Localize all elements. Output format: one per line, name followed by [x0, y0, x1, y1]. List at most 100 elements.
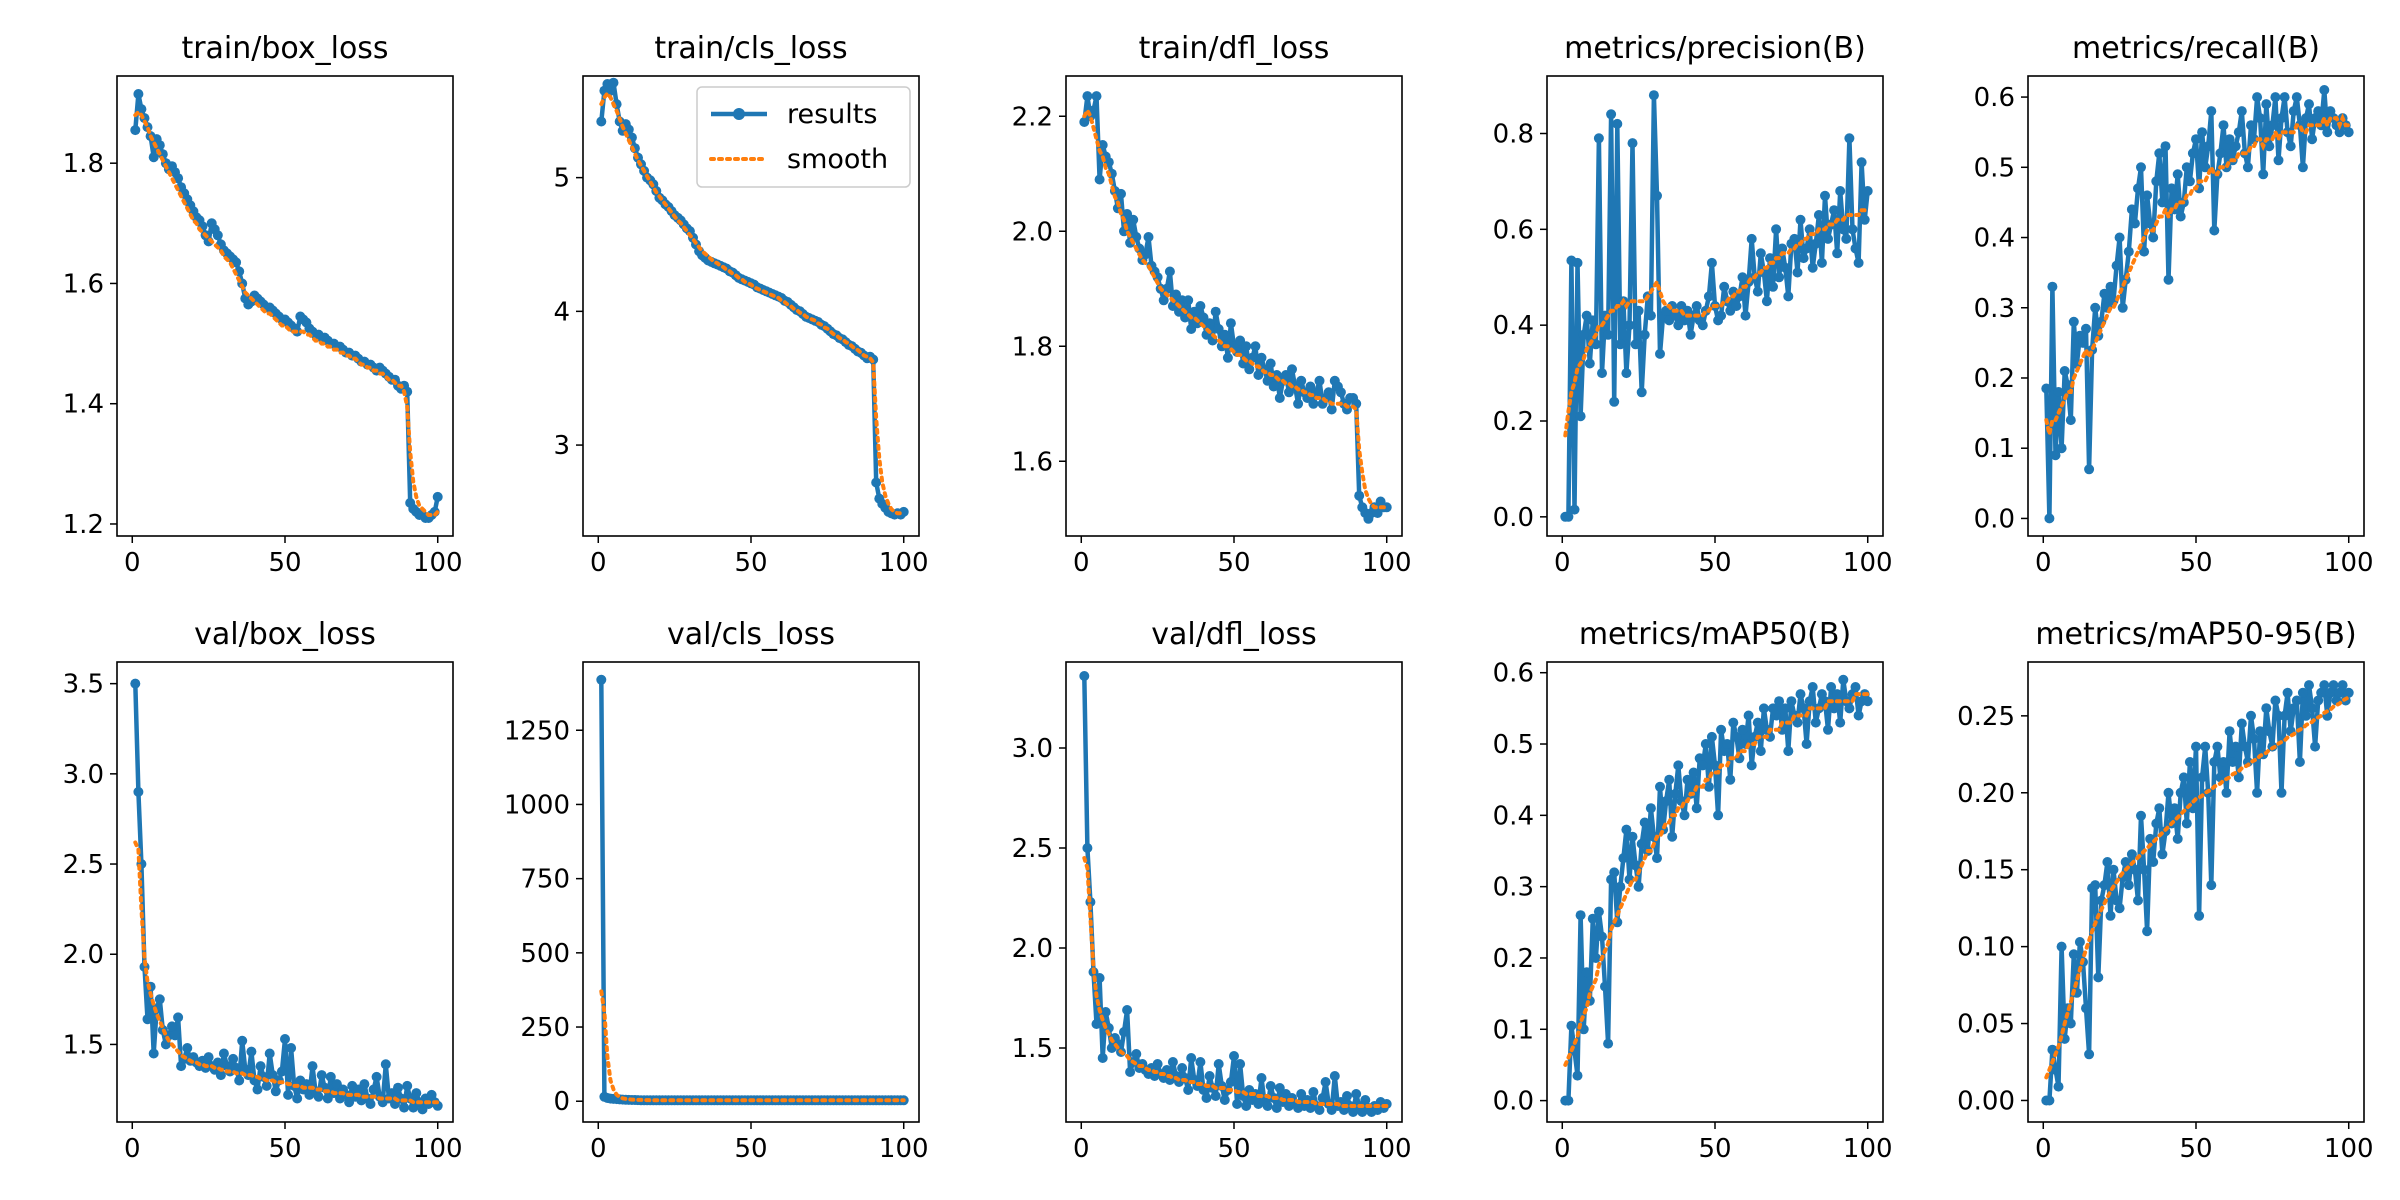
x-tick-label: 100: [2324, 1134, 2374, 1164]
results-point: [1308, 1087, 1319, 1097]
results-point: [1862, 186, 1873, 196]
results-point: [2123, 246, 2134, 257]
results-point: [1603, 329, 1614, 340]
results-point: [368, 1084, 379, 1095]
results-point: [1250, 341, 1261, 352]
results-point: [1219, 1095, 1230, 1105]
results-point: [2157, 849, 2168, 860]
results-point: [2129, 864, 2140, 875]
results-point: [393, 1082, 403, 1093]
y-tick-label: 2.0: [63, 940, 104, 970]
results-point: [1804, 696, 1815, 707]
y-tick-label: 0.4: [1974, 224, 2015, 254]
results-point: [2053, 387, 2064, 397]
x-tick-label: 50: [268, 1134, 301, 1164]
results-point: [2163, 274, 2174, 285]
results-point: [1820, 190, 1830, 201]
subplot-title: train/cls_loss: [654, 31, 847, 66]
x-tick-label: 100: [2324, 548, 2374, 578]
results-point: [270, 1086, 281, 1097]
results-point: [2187, 148, 2198, 159]
results-point: [1755, 248, 1766, 259]
results-point: [313, 1091, 324, 1102]
results-point: [1287, 364, 1297, 375]
results-point: [1195, 1057, 1206, 1067]
results-point: [1323, 387, 1334, 398]
results-point: [325, 1071, 336, 1082]
x-tick-label: 100: [1362, 1134, 1412, 1164]
y-tick-label: 4: [553, 297, 570, 327]
results-point: [2291, 695, 2302, 706]
results-point: [2230, 141, 2241, 152]
subplot-train-dfl-loss: train/dfl_loss 0 50 100 1.6 1.8 2.0 2.2: [1012, 31, 1412, 578]
results-point: [1682, 774, 1693, 785]
results-point: [255, 1061, 266, 1072]
results-point: [1853, 257, 1864, 268]
results-point: [1210, 306, 1221, 317]
results-point: [2218, 120, 2229, 131]
subplot-series: [130, 89, 443, 523]
results-point: [1859, 214, 1870, 225]
results-point: [2133, 895, 2143, 906]
results-point: [1765, 731, 1775, 742]
y-tick-label: 1.8: [1012, 332, 1053, 362]
results-point: [215, 1070, 226, 1081]
results-point: [2230, 741, 2241, 752]
subplot-series: [130, 678, 443, 1115]
results-point: [2310, 741, 2321, 752]
results-point: [359, 1079, 370, 1090]
results-point: [1847, 224, 1858, 235]
subplot-title: train/box_loss: [181, 31, 388, 66]
results-point: [1835, 717, 1846, 728]
results-point: [1621, 824, 1632, 835]
results-point: [1082, 91, 1093, 102]
results-point: [264, 1048, 275, 1059]
results-point: [1853, 710, 1864, 721]
results-point: [1335, 387, 1346, 398]
results-point: [2215, 772, 2226, 783]
results-point: [2157, 197, 2168, 208]
legend-results-marker: [733, 108, 745, 120]
results-point: [1746, 760, 1757, 771]
results-point: [1621, 368, 1632, 379]
x-tick-label: 50: [268, 548, 301, 578]
results-point: [1844, 133, 1855, 144]
results-point: [1256, 352, 1267, 363]
results-point: [1752, 717, 1763, 728]
results-point: [1100, 1007, 1111, 1017]
results-point: [1798, 703, 1809, 714]
results-point: [1786, 696, 1797, 707]
results-point: [1700, 739, 1711, 749]
smooth-series-line: [133, 840, 440, 1105]
results-point: [1609, 396, 1620, 407]
results-point: [1351, 1089, 1362, 1099]
results-point: [1777, 243, 1788, 254]
x-tick-label: 0: [124, 1134, 141, 1164]
results-point: [871, 477, 882, 488]
results-point: [432, 491, 443, 502]
smooth-series-line: [599, 989, 906, 1103]
subplot-title: metrics/recall(B): [2072, 31, 2320, 66]
results-point: [2120, 857, 2131, 867]
subplot-val-dfl-loss: val/dfl_loss 0 50 100 1.5 2.0 2.5 3.0: [1012, 617, 1412, 1164]
results-point: [365, 1099, 376, 1109]
results-point: [2175, 787, 2186, 798]
results-point: [1342, 1091, 1352, 1101]
smooth-series-line: [133, 109, 440, 517]
results-point: [1728, 717, 1739, 728]
results-point: [1262, 1101, 1273, 1111]
results-point: [2285, 141, 2296, 152]
results-point: [1615, 881, 1626, 892]
results-point: [2050, 450, 2061, 461]
results-point: [1798, 253, 1809, 264]
results-point: [1119, 1027, 1129, 1037]
results-series-line: [133, 683, 440, 1112]
smooth-series-line: [1563, 692, 1870, 1067]
results-point: [2297, 162, 2308, 173]
results-point: [1572, 257, 1583, 268]
results-point: [276, 1066, 287, 1077]
results-point: [2145, 218, 2156, 229]
results-point: [2090, 880, 2101, 891]
